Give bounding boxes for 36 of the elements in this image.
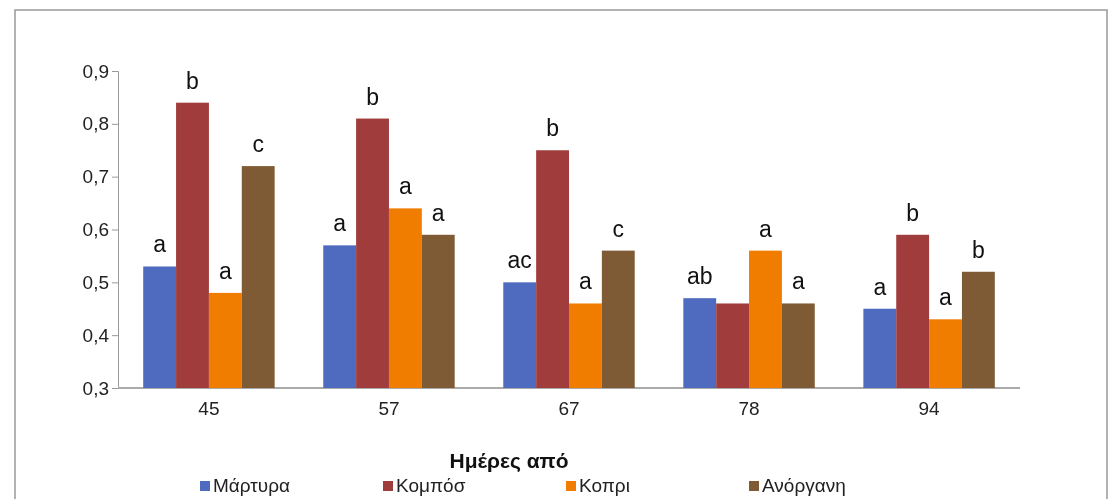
x-tick-label: 45	[198, 398, 220, 420]
y-tick-label: 0,9	[82, 60, 109, 82]
annotation: c	[612, 215, 625, 242]
y-tick-label: 0,6	[82, 219, 109, 241]
legend-label: Ανόργανη	[762, 475, 846, 496]
y-tick-label: 0,3	[82, 377, 109, 399]
annotation: b	[546, 115, 559, 142]
annotation: a	[759, 215, 773, 242]
annotation: a	[398, 173, 412, 200]
legend-label: Κομπόσ	[396, 475, 466, 496]
annotation: a	[791, 268, 805, 295]
annotation: a	[579, 268, 593, 295]
annotation: a	[431, 199, 445, 226]
annotation: a	[939, 284, 953, 311]
x-tick-label: 94	[918, 398, 941, 420]
x-axis-title: Ημέρες από	[449, 449, 569, 473]
legend-label: Μάρτυρα	[213, 475, 291, 496]
x-tick-label: 57	[378, 398, 400, 420]
annotation: a	[873, 273, 887, 300]
annotation: a	[153, 231, 167, 258]
annotation: c	[252, 131, 264, 158]
annotation: ac	[507, 247, 532, 274]
y-tick-label: 0,8	[82, 113, 109, 135]
y-tick-label: 0,4	[82, 324, 110, 346]
annotation: a	[333, 210, 347, 237]
annotation: ab	[686, 263, 713, 290]
annotation: b	[906, 199, 920, 226]
x-tick-label: 67	[558, 398, 580, 420]
y-tick-label: 0,7	[82, 166, 109, 188]
y-tick-label: 0,5	[82, 271, 109, 293]
legend-label: Κοπρι	[579, 475, 630, 496]
annotation: b	[366, 83, 379, 110]
annotation: b	[971, 236, 985, 263]
annotation: b	[186, 67, 199, 94]
annotation: a	[218, 257, 232, 284]
x-tick-label: 78	[738, 398, 760, 420]
